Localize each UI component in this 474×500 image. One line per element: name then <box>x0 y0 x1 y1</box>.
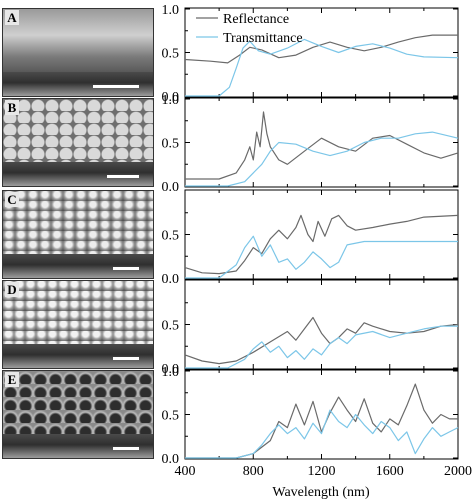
y-tick-label: 1.0 <box>162 3 180 18</box>
substrate-layer <box>3 343 153 368</box>
y-tick-label: 1.0 <box>162 365 180 380</box>
y-tick-label: 1.0 <box>162 93 180 108</box>
y-tick-label: 0.5 <box>162 319 180 334</box>
x-axis-label: Wavelength (nm) <box>272 485 370 500</box>
series-reflectance <box>184 34 458 64</box>
chart-panel-e: 0.0 0.5 1.0 400 800 1200 1600 2000 <box>162 365 473 479</box>
chart-panel-b: 0.0 0.5 1.0 <box>162 93 459 195</box>
sem-image-e: E <box>2 370 154 459</box>
series-reflectance <box>185 111 459 180</box>
scale-bar <box>113 357 139 360</box>
legend-transmittance-label: Transmittance <box>223 31 303 46</box>
series-transmittance <box>185 409 459 459</box>
scale-bar <box>113 447 139 450</box>
panel-label: B <box>5 100 19 115</box>
sem-image-c: C <box>2 190 154 279</box>
series-transmittance <box>185 131 459 187</box>
panel-label: A <box>5 10 19 25</box>
series-transmittance <box>185 325 458 369</box>
x-tick-label: 1600 <box>376 464 404 479</box>
y-tick-label: 0.5 <box>162 229 180 244</box>
panel-label: C <box>5 192 19 207</box>
series-transmittance <box>185 38 459 97</box>
y-tick-label: 0.0 <box>162 272 180 287</box>
sem-image-d: D <box>2 280 154 369</box>
y-tick-label: 0.5 <box>162 47 180 62</box>
legend-reflectance-label: Reflectance <box>223 12 289 27</box>
plot-frame <box>184 369 459 460</box>
scale-bar <box>107 175 139 178</box>
chart-panel-a: 0.0 0.5 1.0 <box>162 3 459 105</box>
y-tick-label: 0.0 <box>162 90 180 105</box>
scale-bar <box>93 85 139 88</box>
substrate-layer <box>3 161 153 186</box>
y-tick-label: 0.0 <box>162 362 180 377</box>
plot-frame <box>184 97 459 188</box>
y-tick-label: 0.5 <box>162 137 180 152</box>
x-tick-label: 2000 <box>444 464 472 479</box>
substrate-layer <box>3 253 153 278</box>
y-tick-label: 0.0 <box>162 452 180 467</box>
chart-panel-c: 0.0 0.5 <box>162 189 459 287</box>
x-tick-label: 800 <box>243 464 264 479</box>
plot-frame <box>184 189 459 280</box>
substrate-layer <box>3 433 153 458</box>
chart-panel-d: 0.0 0.5 <box>162 279 459 377</box>
series-reflectance <box>184 214 459 275</box>
series-reflectance <box>185 383 458 459</box>
sem-image-b: B <box>2 98 154 187</box>
series-transmittance <box>185 235 458 279</box>
x-tick-label: 400 <box>175 464 196 479</box>
x-tick-label: 1200 <box>308 464 336 479</box>
scale-bar <box>113 267 139 270</box>
series-reflectance <box>184 316 459 365</box>
panel-label: D <box>5 282 19 297</box>
panel-label: E <box>5 372 19 387</box>
substrate-layer <box>3 71 153 96</box>
plot-frame <box>184 279 459 370</box>
sem-image-a: A <box>2 8 154 97</box>
y-tick-label: 0.0 <box>162 180 180 195</box>
y-tick-label: 0.5 <box>162 409 180 424</box>
